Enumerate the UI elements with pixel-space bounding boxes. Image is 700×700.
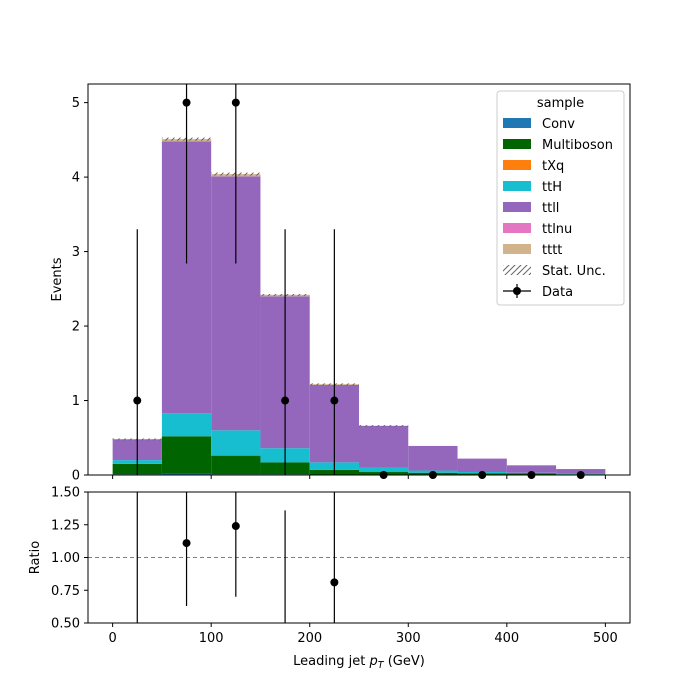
ratio-y-tick-label-0.50: 0.50 bbox=[51, 617, 80, 632]
legend-label-ttlnu: ttlnu bbox=[542, 222, 572, 237]
y-tick-label-4: 4 bbox=[72, 171, 80, 186]
x-tick-label-200: 200 bbox=[297, 631, 322, 646]
legend-swatch-conv bbox=[503, 118, 531, 128]
data-point-0 bbox=[133, 396, 142, 405]
y-tick-label-2: 2 bbox=[72, 320, 80, 335]
bar-multiboson-2 bbox=[211, 455, 261, 475]
ratio-panel: 0.50 0.75 1.00 1.25 1.50 0 100 200 300 400 500 Rati… bbox=[28, 486, 631, 671]
y-tick-label-5: 5 bbox=[72, 96, 80, 111]
legend-swatch-ttlnu bbox=[503, 223, 531, 233]
legend-label-stat-unc: Stat. Unc. bbox=[542, 264, 606, 279]
data-point-3 bbox=[281, 396, 290, 405]
legend: sample Conv Multiboson tXq ttH ttll ttlnu tttt S… bbox=[496, 90, 625, 306]
legend-label-tth: ttH bbox=[542, 180, 562, 195]
main-frame bbox=[87, 83, 631, 476]
bar-conv-1 bbox=[161, 473, 212, 475]
y-tick-label-0: 0 bbox=[72, 469, 80, 484]
x-tick-label-500: 500 bbox=[593, 631, 618, 646]
legend-label-multiboson: Multiboson bbox=[542, 138, 613, 153]
bar-ttll-8 bbox=[506, 465, 557, 473]
legend-swatch-ttll bbox=[503, 202, 531, 212]
ratio-point-2 bbox=[231, 522, 240, 531]
legend-label-ttll: ttll bbox=[542, 201, 559, 216]
stat-unc-hatch-5 bbox=[359, 425, 409, 428]
ratio-y-axis-label: Ratio bbox=[28, 541, 43, 574]
legend-data-marker bbox=[513, 287, 521, 295]
x-axis-label-var: p bbox=[368, 654, 377, 669]
bar-ttll-6 bbox=[408, 445, 458, 471]
x-tick-label-300: 300 bbox=[396, 631, 421, 646]
legend-swatch-txq bbox=[503, 160, 531, 170]
data-point-1 bbox=[182, 98, 191, 107]
x-tick-label-100: 100 bbox=[199, 631, 224, 646]
main-panel: 0 1 2 3 4 5 Events bbox=[50, 83, 631, 484]
x-axis-label: Leading jet pT (GeV) bbox=[293, 654, 425, 671]
y-tick-label-3: 3 bbox=[72, 245, 80, 260]
ratio-y-tick-label-1.00: 1.00 bbox=[51, 551, 80, 566]
bar-multiboson-1 bbox=[161, 436, 212, 474]
legend-swatch-tth bbox=[503, 181, 531, 191]
ratio-y-tick-label-1.25: 1.25 bbox=[51, 518, 80, 533]
ratio-point-4 bbox=[330, 578, 339, 587]
legend-label-tttt: tttt bbox=[542, 243, 562, 258]
data-points bbox=[133, 84, 585, 479]
ratio-y-tick-label-1.50: 1.50 bbox=[51, 486, 80, 501]
legend-title: sample bbox=[537, 96, 584, 111]
ratio-frame bbox=[87, 491, 631, 624]
x-axis-label-sub: T bbox=[378, 660, 385, 671]
bar-ttll-7 bbox=[457, 458, 507, 473]
legend-swatch-multiboson bbox=[503, 139, 531, 149]
ratio-point-1 bbox=[182, 539, 191, 548]
x-axis-label-unit: (GeV) bbox=[384, 654, 425, 669]
y-tick-label-1: 1 bbox=[72, 394, 80, 409]
x-tick-label-0: 0 bbox=[108, 631, 116, 646]
ratio-y-tick-label-0.75: 0.75 bbox=[51, 584, 80, 599]
bar-tth-5 bbox=[359, 467, 409, 473]
legend-swatch-stat-unc bbox=[503, 265, 531, 275]
legend-label-conv: Conv bbox=[542, 117, 575, 132]
legend-swatch-tttt bbox=[503, 244, 531, 254]
x-axis-label-text: Leading jet bbox=[293, 654, 369, 669]
legend-label-data: Data bbox=[542, 285, 573, 300]
data-point-4 bbox=[330, 396, 339, 405]
data-point-2 bbox=[231, 98, 240, 107]
bar-tth-1 bbox=[161, 413, 212, 437]
bar-tth-2 bbox=[211, 430, 261, 456]
y-axis-label: Events bbox=[50, 257, 65, 301]
x-tick-label-400: 400 bbox=[494, 631, 519, 646]
ratio-content bbox=[88, 492, 630, 623]
bar-ttll-5 bbox=[359, 425, 409, 468]
legend-label-txq: tXq bbox=[542, 159, 564, 174]
